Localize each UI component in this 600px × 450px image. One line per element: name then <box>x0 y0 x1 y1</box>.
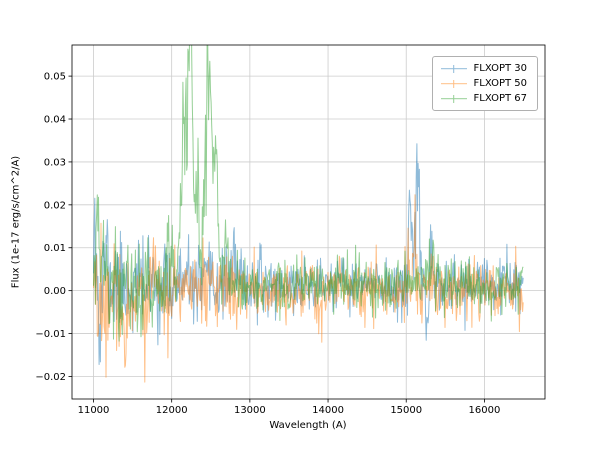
legend: FLXOPT 30 FLXOPT 50 FLXOPT 67 <box>431 56 538 111</box>
x-axis-label: Wavelength (A) <box>269 420 347 431</box>
legend-entry-flxopt-30: FLXOPT 30 <box>440 63 527 74</box>
legend-entry-flxopt-67: FLXOPT 67 <box>440 93 527 104</box>
legend-line-icon <box>440 94 467 104</box>
svg-text:0.03: 0.03 <box>44 157 66 168</box>
svg-text:0.05: 0.05 <box>44 72 66 83</box>
legend-label: FLXOPT 50 <box>473 78 527 89</box>
legend-label: FLXOPT 67 <box>473 93 527 104</box>
svg-text:0.00: 0.00 <box>44 286 66 297</box>
legend-entry-flxopt-50: FLXOPT 50 <box>440 78 527 89</box>
svg-text:−0.01: −0.01 <box>35 329 66 340</box>
svg-text:12000: 12000 <box>156 405 188 416</box>
svg-text:0.01: 0.01 <box>44 243 66 254</box>
svg-text:−0.02: −0.02 <box>35 372 66 383</box>
legend-label: FLXOPT 30 <box>473 63 527 74</box>
svg-text:13000: 13000 <box>234 405 266 416</box>
svg-text:0.02: 0.02 <box>44 200 66 211</box>
legend-line-icon <box>440 79 467 89</box>
svg-text:0.04: 0.04 <box>44 115 66 126</box>
svg-text:14000: 14000 <box>312 405 344 416</box>
svg-text:15000: 15000 <box>390 405 422 416</box>
y-axis-label: Flux (1e-17 erg/s/cm^2/A) <box>10 155 22 289</box>
svg-text:16000: 16000 <box>469 405 501 416</box>
svg-text:11000: 11000 <box>78 405 110 416</box>
legend-line-icon <box>440 64 467 74</box>
